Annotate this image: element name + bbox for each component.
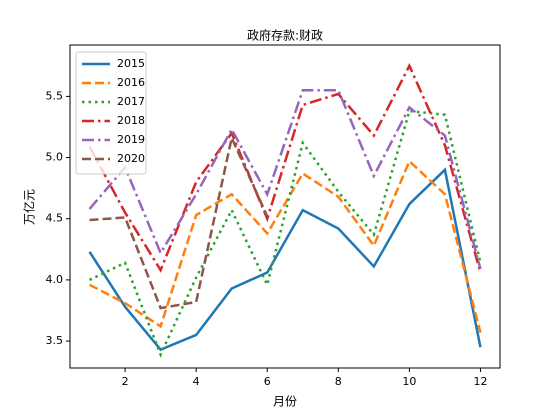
series-line: [88, 89, 482, 270]
x-tick-label: 6: [264, 375, 271, 388]
x-tick-label: 10: [402, 375, 416, 388]
y-tick-label: 3.5: [46, 334, 64, 347]
legend-label: 2017: [117, 95, 145, 108]
legend-label: 2019: [117, 133, 145, 146]
x-tick-label: 8: [335, 375, 342, 388]
legend-label: 2018: [117, 114, 145, 127]
legend-label: 2015: [117, 57, 145, 70]
y-axis-label: 万亿元: [22, 189, 37, 225]
legend-box: [75, 51, 147, 175]
chart-title: 政府存款:财政: [247, 28, 323, 43]
series-line: [89, 134, 269, 310]
legend-label: 2016: [117, 76, 145, 89]
y-tick-label: 4.5: [46, 212, 64, 225]
x-axis-label: 月份: [273, 395, 297, 409]
y-tick-label: 5.0: [46, 151, 64, 164]
legend-label: 2020: [117, 152, 145, 165]
x-tick-label: 2: [122, 375, 129, 388]
x-tick-label: 4: [193, 375, 200, 388]
y-tick-label: 4.0: [46, 273, 64, 286]
y-tick-label: 5.5: [46, 89, 64, 102]
x-tick-label: 12: [473, 375, 487, 388]
series-line: [88, 159, 482, 333]
series-line: [88, 62, 482, 273]
axes-frame: [69, 44, 501, 369]
